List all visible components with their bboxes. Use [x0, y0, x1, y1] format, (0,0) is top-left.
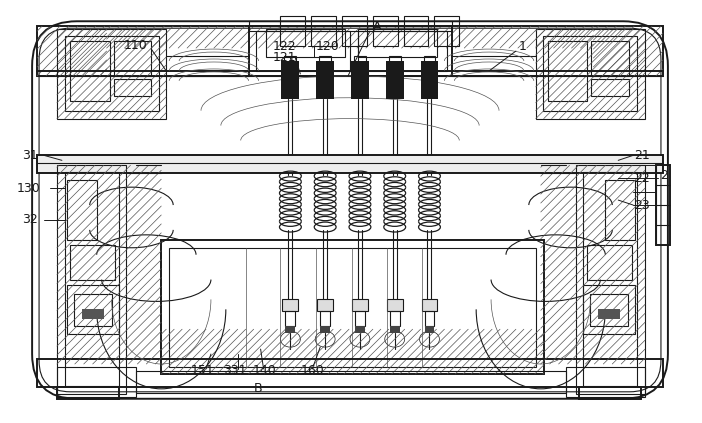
- Bar: [114, 41, 152, 76]
- Bar: [425, 326, 435, 333]
- Bar: [57, 29, 166, 118]
- Bar: [311, 16, 336, 46]
- Text: 21: 21: [634, 149, 650, 162]
- Bar: [389, 56, 401, 64]
- Bar: [605, 180, 635, 240]
- Bar: [37, 359, 663, 387]
- Bar: [320, 311, 330, 326]
- Bar: [583, 172, 637, 386]
- Text: 2: 2: [660, 169, 668, 182]
- Bar: [543, 36, 637, 111]
- Bar: [351, 61, 369, 99]
- Text: 23: 23: [634, 198, 650, 212]
- Bar: [354, 56, 366, 64]
- Bar: [390, 311, 399, 326]
- Bar: [591, 41, 629, 76]
- Bar: [319, 56, 331, 64]
- Bar: [57, 367, 136, 397]
- Bar: [598, 309, 621, 319]
- Bar: [536, 29, 645, 118]
- Text: -: -: [654, 172, 658, 185]
- Bar: [282, 299, 298, 311]
- Bar: [425, 311, 435, 326]
- Bar: [74, 294, 112, 326]
- Bar: [65, 172, 119, 386]
- Text: B: B: [253, 382, 263, 396]
- Bar: [373, 16, 398, 46]
- Bar: [57, 165, 126, 394]
- Bar: [67, 285, 119, 334]
- Bar: [591, 79, 629, 96]
- Bar: [286, 326, 296, 333]
- Bar: [284, 56, 296, 64]
- Bar: [435, 16, 459, 46]
- Bar: [583, 285, 635, 334]
- Bar: [161, 240, 544, 374]
- Bar: [421, 299, 437, 311]
- Bar: [65, 36, 159, 111]
- Text: 151: 151: [191, 365, 215, 377]
- Bar: [136, 371, 566, 393]
- Text: 331: 331: [223, 365, 246, 377]
- Bar: [70, 41, 110, 101]
- Bar: [566, 367, 645, 397]
- Bar: [355, 326, 365, 333]
- Bar: [57, 387, 119, 399]
- Bar: [420, 61, 439, 99]
- Bar: [320, 326, 330, 333]
- Bar: [249, 26, 452, 76]
- Bar: [169, 248, 536, 367]
- Bar: [37, 26, 663, 76]
- Bar: [316, 61, 334, 99]
- Bar: [386, 61, 404, 99]
- FancyBboxPatch shape: [32, 21, 668, 399]
- Text: 120: 120: [315, 40, 339, 52]
- Text: 1: 1: [519, 40, 526, 52]
- Bar: [590, 294, 628, 326]
- Bar: [576, 165, 645, 394]
- Bar: [81, 309, 104, 319]
- Bar: [548, 41, 588, 101]
- Bar: [282, 61, 299, 99]
- Text: 122: 122: [272, 40, 296, 52]
- Bar: [249, 21, 452, 31]
- Bar: [588, 245, 632, 280]
- Text: 160: 160: [300, 365, 324, 377]
- Bar: [70, 245, 114, 280]
- Text: 130: 130: [16, 181, 40, 195]
- Bar: [281, 16, 305, 46]
- Bar: [390, 326, 399, 333]
- Bar: [286, 311, 296, 326]
- Bar: [579, 387, 641, 399]
- Bar: [423, 56, 435, 64]
- Bar: [387, 299, 403, 311]
- Bar: [342, 16, 367, 46]
- Bar: [355, 311, 365, 326]
- Text: 140: 140: [253, 365, 277, 377]
- Text: 121: 121: [272, 50, 296, 63]
- Text: 32: 32: [22, 214, 38, 226]
- Bar: [114, 79, 152, 96]
- Text: A: A: [373, 20, 381, 33]
- Bar: [37, 155, 663, 173]
- Bar: [265, 29, 345, 57]
- Bar: [358, 31, 447, 71]
- Bar: [404, 16, 428, 46]
- Bar: [317, 299, 333, 311]
- Bar: [352, 299, 368, 311]
- Bar: [358, 29, 437, 57]
- Bar: [256, 31, 350, 71]
- Bar: [656, 165, 670, 245]
- Text: 22: 22: [634, 172, 650, 185]
- Bar: [67, 180, 97, 240]
- Text: 31: 31: [22, 149, 38, 162]
- Text: 110: 110: [124, 38, 147, 52]
